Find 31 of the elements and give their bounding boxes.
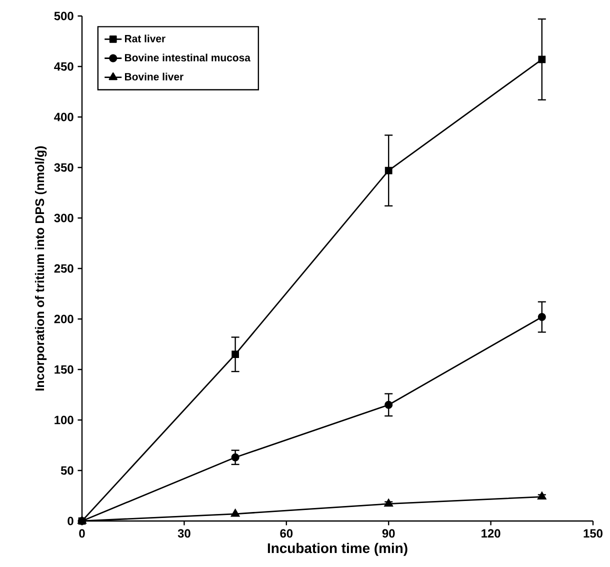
y-axis-title: Incorporation of tritium into DPS (nmol/g) <box>34 146 47 390</box>
x-tick-label: 120 <box>482 529 500 538</box>
point <box>232 350 239 358</box>
y-tick-label: 200 <box>54 314 74 324</box>
x-tick-label: 30 <box>178 529 190 538</box>
y-tick-label: 450 <box>54 62 74 71</box>
point <box>384 400 393 409</box>
x-tick-label: 60 <box>280 529 293 538</box>
y-tick-label: 500 <box>54 12 74 20</box>
point <box>384 166 392 174</box>
y-tick-label: 400 <box>54 112 74 122</box>
y-tick-label: 250 <box>54 264 74 273</box>
y-tick-label: 150 <box>54 365 74 374</box>
point <box>231 453 240 462</box>
legend-label: Bovine intestinal mucosa <box>125 54 250 62</box>
y-tick-label: 0 <box>68 516 74 526</box>
x-tick-label: 150 <box>584 529 602 538</box>
point <box>384 498 393 507</box>
point <box>538 492 546 500</box>
y-tick-label: 300 <box>54 214 74 222</box>
x-axis-title: Incubation time (min) <box>268 542 408 556</box>
y-tick-label: 350 <box>54 163 74 172</box>
legend-label: Bovine liver <box>125 72 184 80</box>
x-tick-label: 0 <box>79 529 85 538</box>
legend-label: Rat liver <box>125 34 166 42</box>
y-tick-label: 100 <box>54 416 74 424</box>
point <box>538 56 546 64</box>
point <box>538 312 546 321</box>
point <box>230 509 240 517</box>
y-tick-label: 50 <box>60 466 74 475</box>
x-tick-label: 90 <box>382 529 395 538</box>
